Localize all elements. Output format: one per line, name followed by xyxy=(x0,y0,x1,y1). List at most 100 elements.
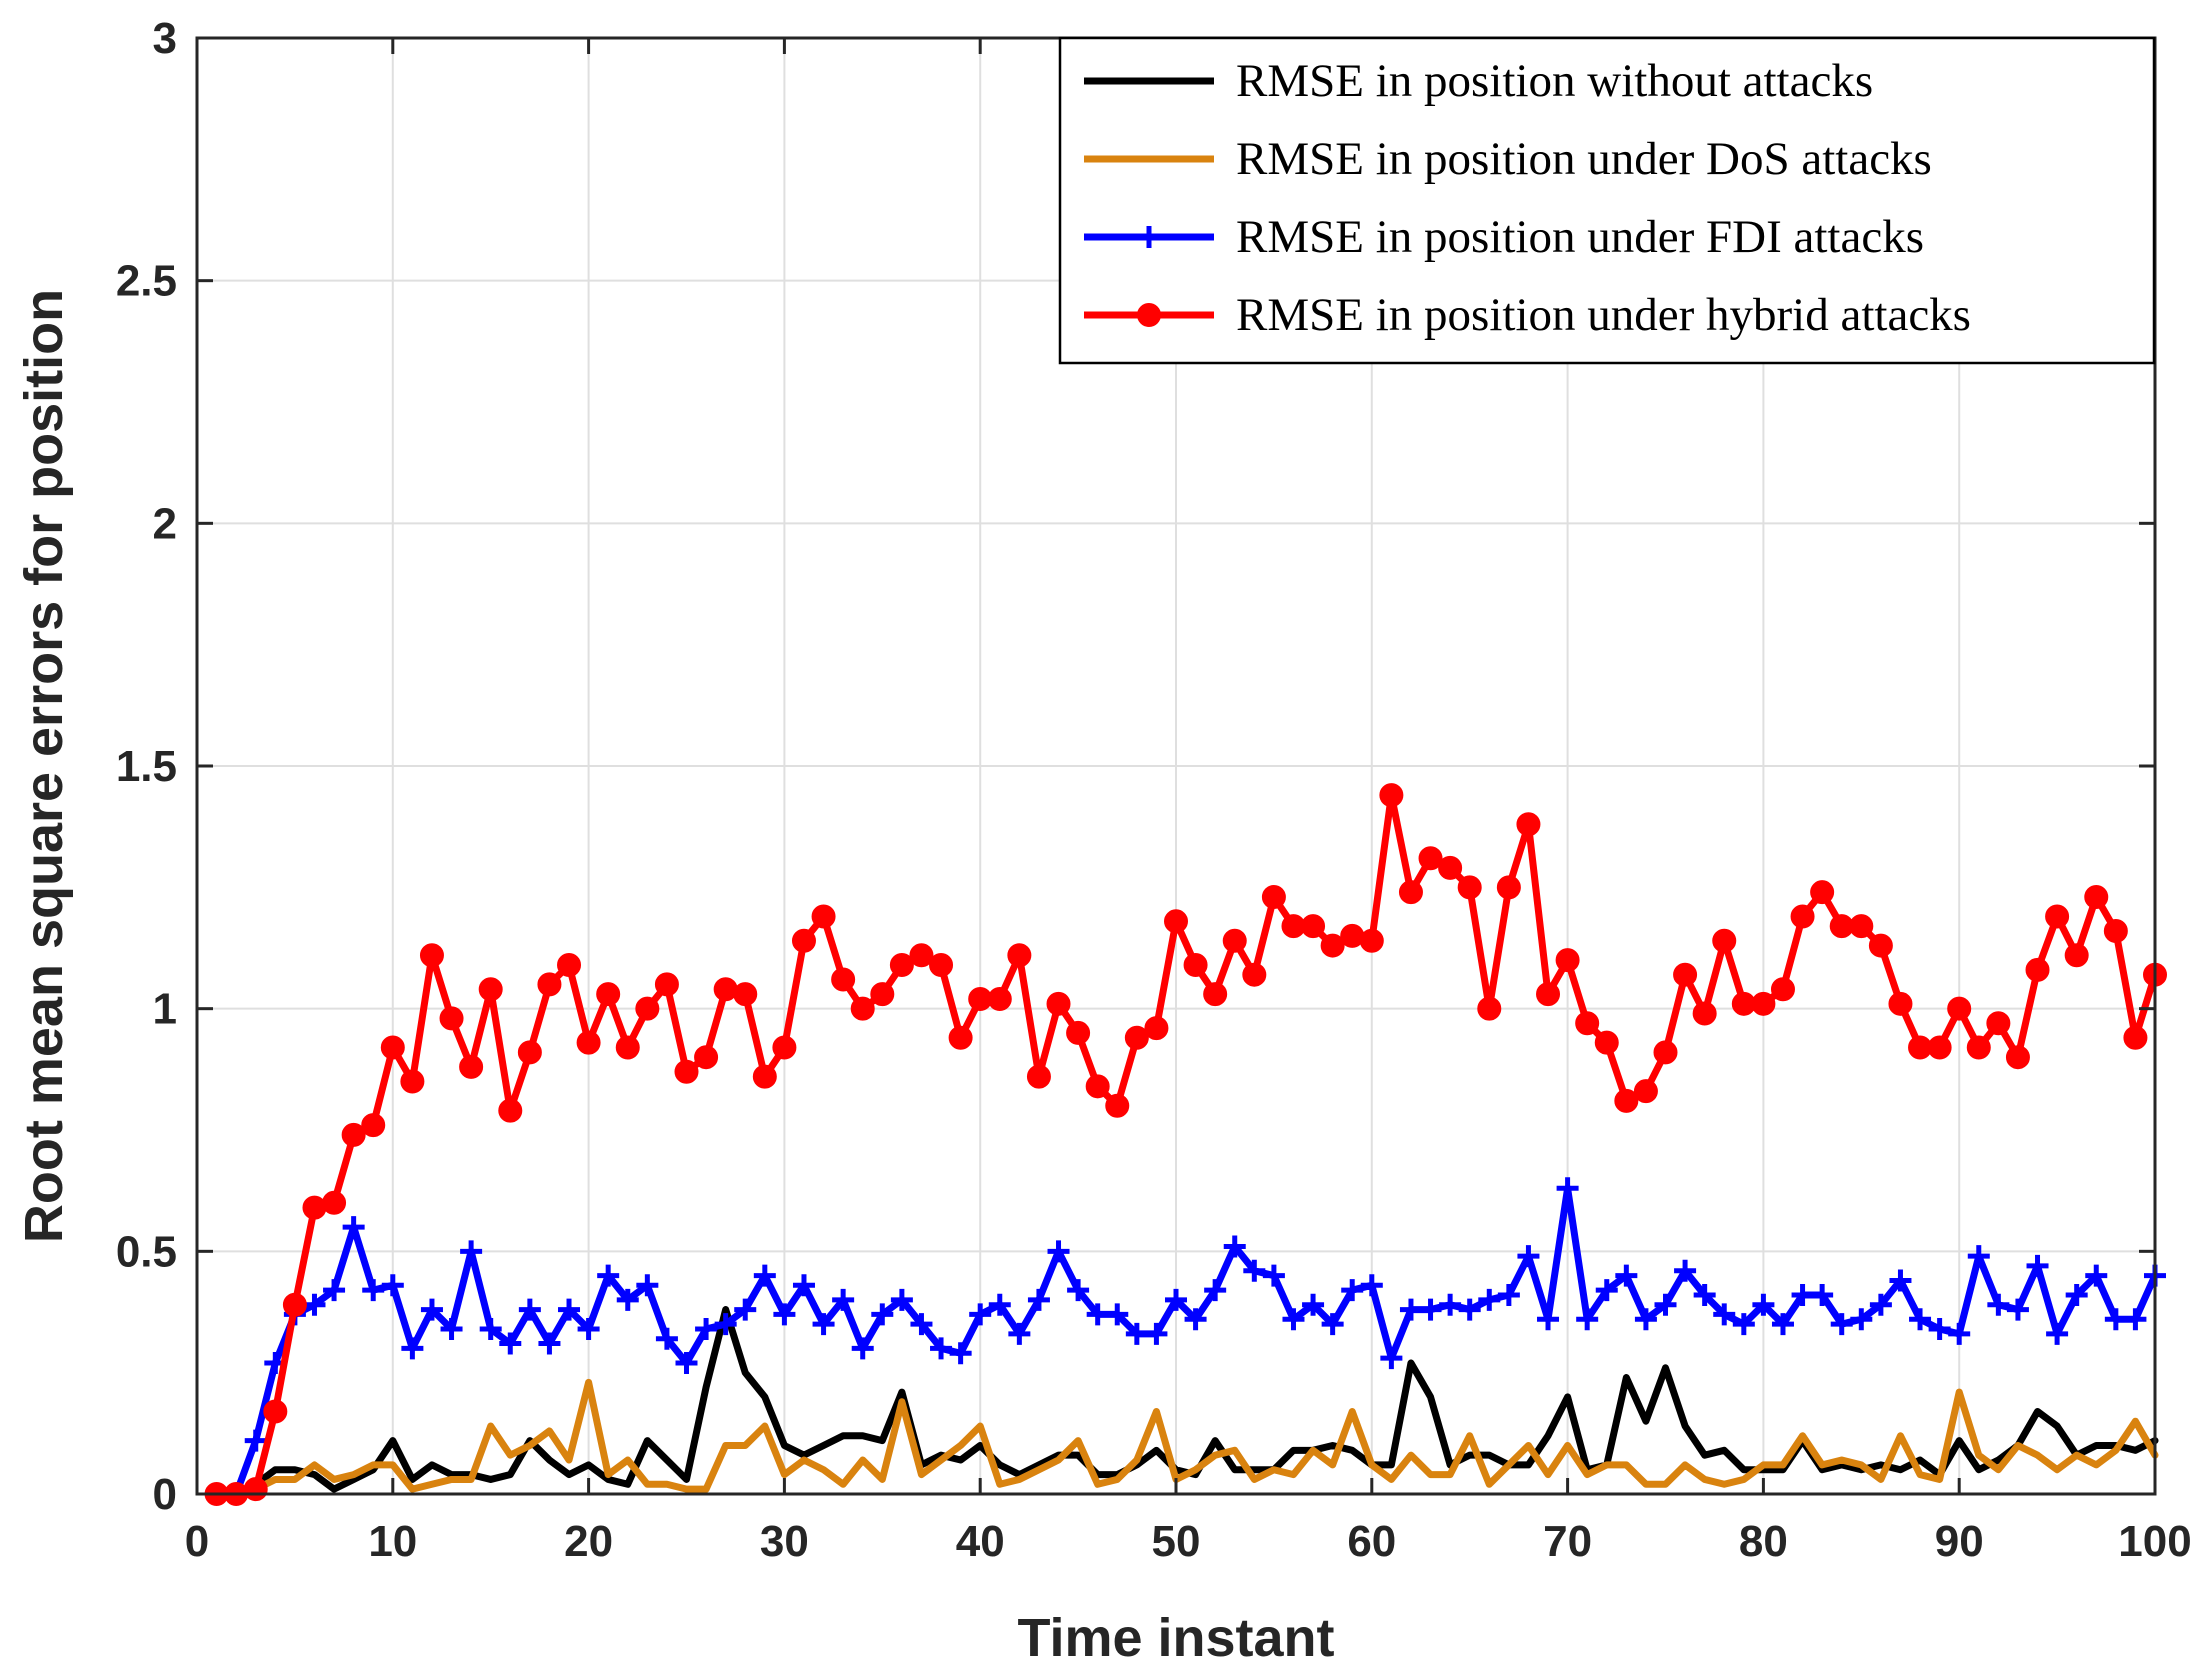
data-point-fdi xyxy=(871,1303,894,1326)
series-layer xyxy=(204,783,2167,1506)
data-point-hybrid xyxy=(1398,880,1423,905)
data-point-fdi xyxy=(1517,1245,1540,1268)
data-point-hybrid xyxy=(2064,943,2089,968)
data-point-hybrid xyxy=(1242,962,1267,987)
x-tick-label: 90 xyxy=(1935,1517,1984,1566)
data-point-fdi xyxy=(910,1313,933,1336)
legend-label-dos: RMSE in position under DoS attacks xyxy=(1236,133,1932,185)
y-tick-label: 0 xyxy=(153,1470,177,1519)
data-point-fdi xyxy=(1732,1313,1755,1336)
data-point-hybrid xyxy=(1144,1016,1169,1041)
data-point-fdi xyxy=(988,1293,1011,1316)
data-point-fdi xyxy=(2085,1264,2108,1287)
data-point-hybrid xyxy=(341,1122,366,1147)
series-fdi xyxy=(205,1177,2166,1505)
data-point-hybrid xyxy=(1594,1030,1619,1055)
data-point-hybrid xyxy=(1320,933,1345,958)
data-point-hybrid xyxy=(1496,875,1521,900)
y-tick-label: 3 xyxy=(153,14,177,63)
y-axis-label: Root mean square errors for position xyxy=(14,289,74,1243)
legend-entry-dos: RMSE in position under DoS attacks xyxy=(1084,133,1932,185)
data-point-hybrid xyxy=(772,1035,797,1060)
data-point-hybrid xyxy=(831,967,856,992)
data-point-fdi xyxy=(1047,1240,1070,1263)
data-point-hybrid xyxy=(1085,1074,1110,1099)
data-point-hybrid xyxy=(752,1064,777,1089)
data-point-hybrid xyxy=(2084,885,2109,910)
y-tick-label: 1.5 xyxy=(116,742,177,791)
data-point-fdi xyxy=(1106,1303,1129,1326)
data-point-fdi xyxy=(1850,1308,1873,1331)
data-point-fdi xyxy=(1537,1308,1560,1331)
x-axis-label: Time instant xyxy=(1017,1608,1334,1668)
data-point-hybrid xyxy=(1633,1079,1658,1104)
data-point-hybrid xyxy=(1026,1064,1051,1089)
data-point-fdi xyxy=(1615,1264,1638,1287)
data-point-fdi xyxy=(303,1293,326,1316)
data-point-hybrid xyxy=(1575,1011,1600,1036)
data-point-hybrid xyxy=(1692,1001,1717,1026)
data-point-hybrid xyxy=(1359,928,1384,953)
data-point-hybrid xyxy=(498,1098,523,1123)
data-point-fdi xyxy=(381,1274,404,1297)
data-point-hybrid xyxy=(1301,914,1326,939)
data-point-fdi xyxy=(734,1298,757,1321)
data-point-hybrid xyxy=(459,1054,484,1079)
data-point-hybrid xyxy=(635,996,660,1021)
data-point-fdi xyxy=(714,1313,737,1336)
legend-swatch-hybrid xyxy=(1084,303,1214,327)
series-line-fdi xyxy=(213,1184,2159,1498)
data-point-hybrid xyxy=(1222,928,1247,953)
data-point-fdi xyxy=(499,1332,522,1355)
data-point-hybrid xyxy=(361,1113,386,1138)
data-point-fdi xyxy=(1478,1288,1501,1311)
data-point-fdi xyxy=(1889,1269,1912,1292)
data-point-fdi xyxy=(616,1288,639,1311)
data-point-fdi xyxy=(1869,1293,1892,1316)
data-point-fdi xyxy=(792,1274,815,1297)
data-point-fdi xyxy=(753,1264,776,1287)
series-hybrid xyxy=(204,783,2167,1506)
legend-label-no-attack: RMSE in position without attacks xyxy=(1236,55,1873,107)
data-point-hybrid xyxy=(1751,991,1776,1016)
data-point-hybrid xyxy=(263,1399,288,1424)
legend-swatch-marker xyxy=(1138,226,1160,248)
data-point-fdi xyxy=(1928,1317,1951,1340)
data-point-fdi xyxy=(1165,1288,1187,1311)
data-point-fdi xyxy=(2124,1308,2147,1331)
data-point-fdi xyxy=(1967,1245,1990,1268)
data-point-fdi xyxy=(969,1303,992,1326)
data-point-fdi xyxy=(2006,1298,2029,1321)
data-point-fdi xyxy=(1360,1274,1383,1297)
data-point-fdi xyxy=(655,1327,678,1350)
data-point-hybrid xyxy=(1340,923,1365,948)
data-point-hybrid xyxy=(1418,846,1443,871)
y-tick-label: 0.5 xyxy=(116,1227,177,1276)
data-point-hybrid xyxy=(929,952,954,977)
data-point-hybrid xyxy=(302,1195,327,1220)
data-point-fdi xyxy=(1771,1313,1794,1336)
data-point-hybrid xyxy=(811,904,836,929)
legend-swatch-fdi xyxy=(1084,226,1214,248)
data-point-fdi xyxy=(1086,1303,1109,1326)
data-point-fdi xyxy=(460,1240,483,1263)
data-point-hybrid xyxy=(380,1035,405,1060)
data-point-fdi xyxy=(773,1303,796,1326)
data-point-hybrid xyxy=(1888,991,1913,1016)
data-point-fdi xyxy=(1634,1308,1657,1331)
data-point-fdi xyxy=(949,1342,972,1365)
data-point-hybrid xyxy=(1164,909,1188,934)
data-point-fdi xyxy=(851,1337,874,1360)
data-point-hybrid xyxy=(1614,1088,1639,1113)
legend-label-fdi: RMSE in position under FDI attacks xyxy=(1236,211,1924,263)
x-tick-label: 40 xyxy=(956,1517,1005,1566)
data-point-fdi xyxy=(1302,1293,1325,1316)
data-point-hybrid xyxy=(2025,957,2050,982)
data-point-hybrid xyxy=(909,943,934,968)
data-point-hybrid xyxy=(694,1045,719,1070)
data-point-fdi xyxy=(1008,1322,1031,1345)
data-point-fdi xyxy=(2046,1322,2069,1345)
series-line-dos xyxy=(213,1378,2159,1498)
data-point-fdi xyxy=(1556,1177,1579,1200)
